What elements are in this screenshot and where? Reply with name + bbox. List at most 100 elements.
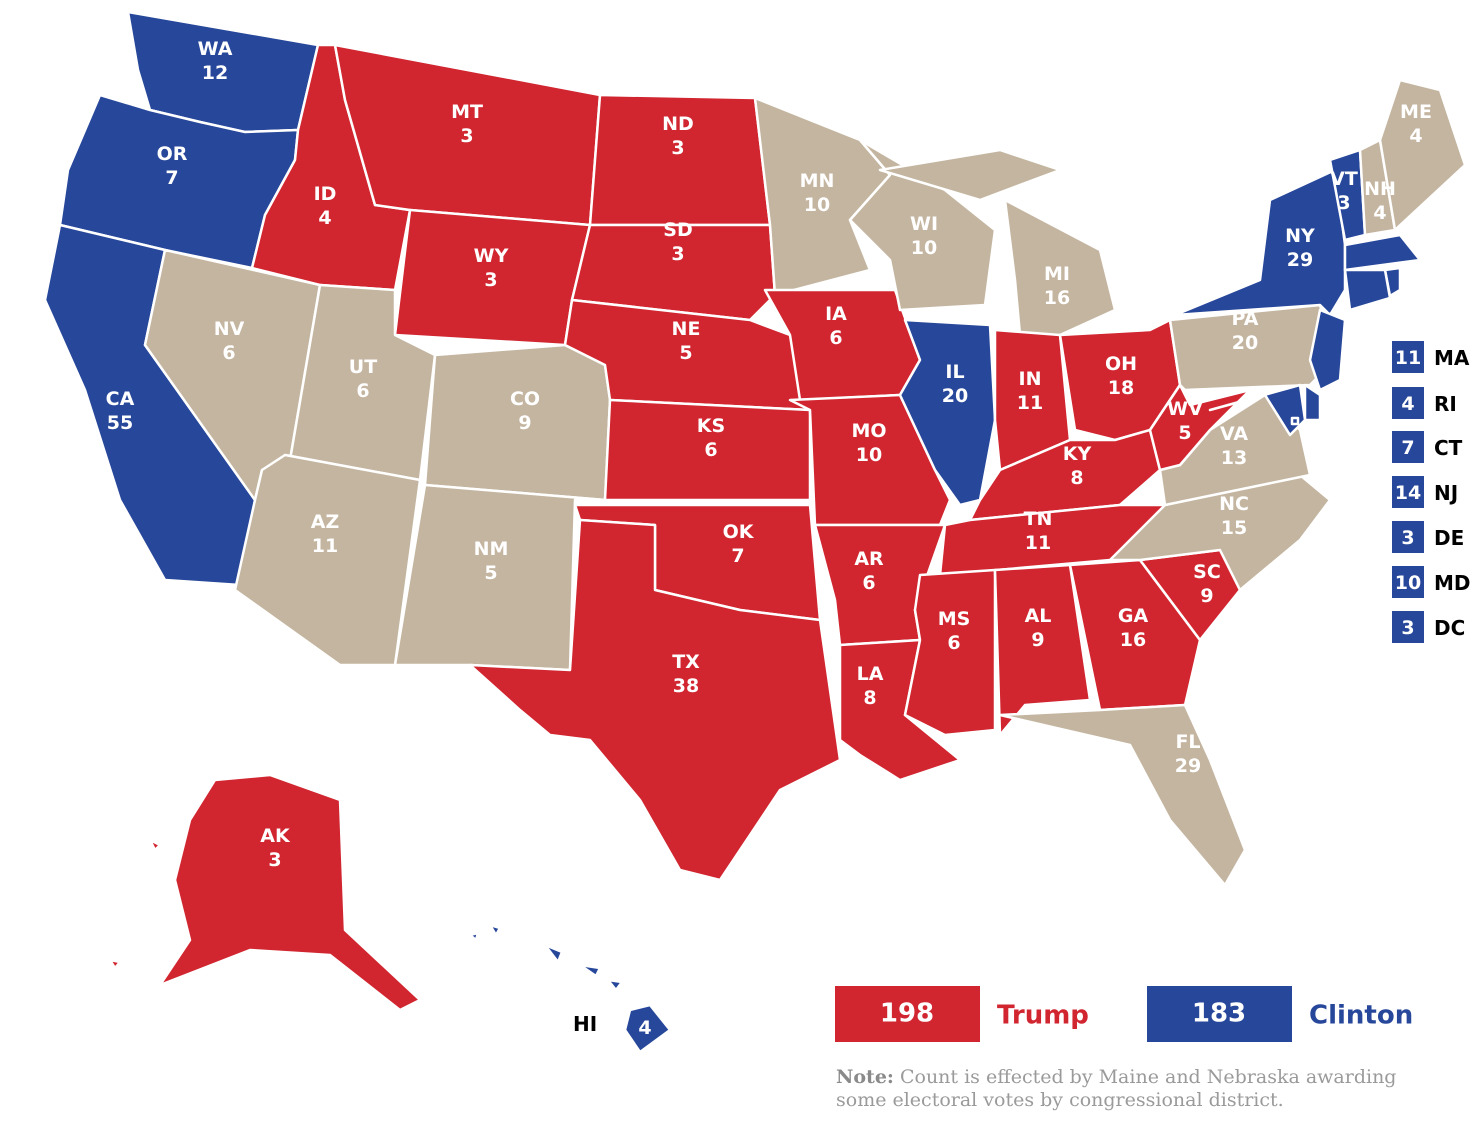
- state-votes: 29: [1175, 755, 1201, 777]
- state-votes: 11: [312, 535, 338, 557]
- state-abbr: SD: [663, 219, 692, 241]
- state-abbr: NC: [1219, 493, 1249, 515]
- state-abbr: GA: [1118, 605, 1149, 627]
- state-votes: 12: [202, 62, 228, 84]
- state-votes: 20: [1232, 332, 1258, 354]
- state-shape: [998, 703, 1247, 887]
- state-abbr: NV: [214, 318, 245, 340]
- state-votes: 16: [1044, 287, 1070, 309]
- side-box: [1392, 341, 1424, 373]
- legend-count: 183: [1192, 999, 1246, 1029]
- legend-label: Clinton: [1309, 1001, 1413, 1031]
- state-shape: [606, 978, 624, 992]
- state-abbr: ND: [662, 113, 694, 135]
- state-abbr: MA: [1434, 346, 1470, 370]
- state-abbr: UT: [349, 356, 377, 378]
- note: Note: Count is effected by Maine and Neb…: [836, 1066, 1436, 1112]
- state-abbr: TX: [672, 651, 700, 673]
- state-abbr: MI: [1044, 263, 1070, 285]
- state-abbr: AK: [260, 825, 291, 847]
- state-abbr: FL: [1175, 731, 1200, 753]
- state-abbr: AZ: [311, 511, 339, 533]
- state-votes: 8: [1070, 467, 1083, 489]
- state-shape: [578, 963, 602, 978]
- state-abbr: OR: [157, 143, 188, 165]
- state-abbr: PA: [1232, 308, 1259, 330]
- state-votes: 6: [829, 327, 842, 349]
- state-abbr: OK: [723, 521, 755, 543]
- state-votes: 3: [460, 125, 473, 147]
- state-abbr: HI: [573, 1012, 597, 1036]
- state-votes: 3: [1401, 527, 1414, 549]
- state-shape: [1208, 383, 1307, 437]
- state-abbr: KS: [697, 415, 725, 437]
- state-abbr: ID: [314, 183, 337, 205]
- state-shape: [848, 138, 997, 312]
- state-shape: [878, 148, 1062, 202]
- state-abbr: CA: [106, 388, 135, 410]
- side-box: [1392, 387, 1424, 419]
- state-shape: [468, 931, 480, 942]
- state-votes: 38: [673, 675, 699, 697]
- state-abbr: VA: [1220, 423, 1248, 445]
- state-votes: 13: [1221, 447, 1247, 469]
- state-votes: 55: [107, 412, 133, 434]
- state-votes: 10: [1395, 572, 1421, 594]
- state-abbr: NE: [672, 318, 701, 340]
- states: [43, 10, 1467, 1054]
- state-votes: 15: [1221, 517, 1247, 539]
- state-votes: 10: [804, 194, 830, 216]
- state-votes: 3: [671, 243, 684, 265]
- state-shape: [623, 1003, 672, 1054]
- state-votes: 3: [1337, 192, 1350, 214]
- state-votes: 8: [863, 687, 876, 709]
- state-abbr: DE: [1434, 526, 1464, 550]
- state-abbr: OH: [1105, 353, 1137, 375]
- state-votes: 9: [1200, 585, 1213, 607]
- state-votes: 11: [1395, 347, 1421, 369]
- state-abbr: WI: [910, 213, 938, 235]
- side-box: [1392, 431, 1424, 463]
- state-abbr: ME: [1400, 101, 1432, 123]
- state-abbr: NJ: [1434, 481, 1458, 505]
- state-shape: [468, 518, 842, 882]
- state-votes: 6: [862, 572, 875, 594]
- state-abbr: TN: [1024, 508, 1053, 530]
- state-abbr: CO: [510, 388, 540, 410]
- state-shape: [488, 923, 502, 937]
- state-votes: 7: [165, 167, 178, 189]
- legend-label: Trump: [997, 1001, 1089, 1031]
- state-abbr: WY: [474, 245, 509, 267]
- state-votes: 3: [484, 269, 497, 291]
- state-votes: 9: [1031, 629, 1044, 651]
- state-shape: [1308, 308, 1347, 392]
- state-votes: 9: [518, 412, 531, 434]
- state-shape: [233, 453, 422, 667]
- state-votes: 14: [1395, 482, 1421, 504]
- state-shape: [108, 958, 122, 970]
- state-shape: [543, 943, 564, 964]
- state-votes: 4: [1401, 393, 1414, 415]
- state-shape: [898, 318, 997, 507]
- state-votes: 10: [911, 237, 937, 259]
- state-abbr: VT: [1330, 168, 1358, 190]
- state-votes: 6: [947, 632, 960, 654]
- state-votes: 10: [856, 444, 882, 466]
- state-votes: 6: [222, 342, 235, 364]
- side-box: [1392, 476, 1424, 508]
- state-votes: 7: [731, 545, 744, 567]
- state-votes: 4: [1409, 125, 1422, 147]
- state-votes: 4: [638, 1017, 651, 1039]
- state-abbr: NM: [474, 538, 509, 560]
- state-shape: [993, 563, 1092, 737]
- state-abbr: WV: [1167, 398, 1203, 420]
- state-shape: [603, 398, 812, 502]
- state-votes: 7: [1401, 437, 1414, 459]
- state-abbr: RI: [1434, 392, 1457, 416]
- state-abbr: LA: [857, 663, 884, 685]
- state-votes: 3: [671, 137, 684, 159]
- state-votes: 5: [1178, 422, 1191, 444]
- state-abbr: KY: [1063, 443, 1092, 465]
